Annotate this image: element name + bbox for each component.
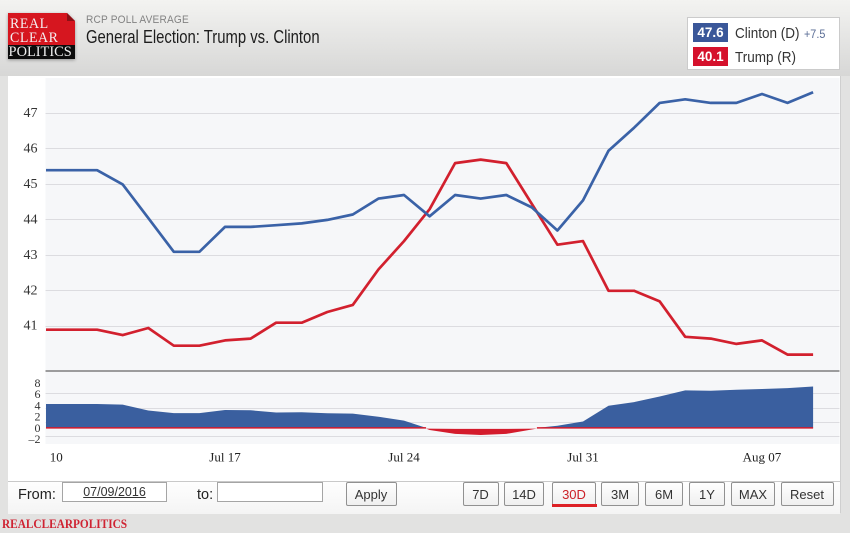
svg-text:Jul 17: Jul 17 <box>209 450 241 465</box>
svg-text:41: 41 <box>24 319 38 334</box>
svg-text:42: 42 <box>24 283 38 298</box>
svg-text:0: 0 <box>35 421 41 435</box>
svg-text:8: 8 <box>35 376 41 390</box>
svg-text:Jul 24: Jul 24 <box>388 450 420 465</box>
svg-text:46: 46 <box>24 141 38 156</box>
svg-text:–2: –2 <box>28 432 41 446</box>
svg-text:10: 10 <box>50 450 63 465</box>
svg-text:45: 45 <box>24 177 38 192</box>
svg-text:2: 2 <box>35 410 41 424</box>
svg-text:43: 43 <box>24 248 38 263</box>
svg-text:6: 6 <box>35 387 41 401</box>
svg-text:Aug 07: Aug 07 <box>743 450 782 465</box>
svg-text:4: 4 <box>35 398 41 412</box>
svg-text:44: 44 <box>24 212 38 227</box>
svg-text:Jul 31: Jul 31 <box>567 450 598 465</box>
svg-text:47: 47 <box>24 106 38 121</box>
